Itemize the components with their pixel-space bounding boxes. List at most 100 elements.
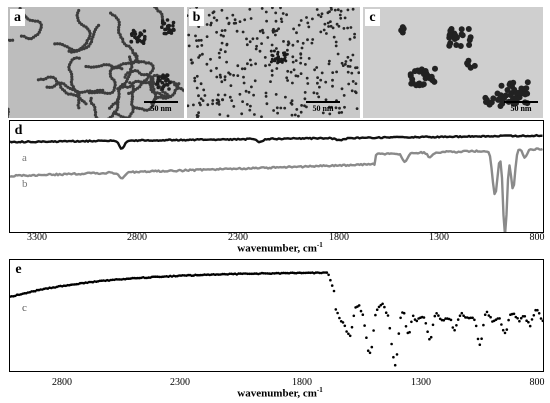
spectrum-point-c — [458, 314, 462, 317]
nanoparticle — [336, 8, 340, 12]
nanoparticle — [93, 89, 97, 93]
nanoparticle — [198, 54, 202, 57]
nanoparticle — [117, 89, 121, 93]
nanoparticle — [126, 71, 130, 75]
nanoparticle — [11, 38, 15, 42]
spectrum-point-c — [455, 324, 458, 327]
nanoparticle-aggregate — [467, 34, 474, 41]
nanoparticle — [343, 16, 347, 20]
nanoparticle — [62, 82, 66, 86]
nanoparticle — [291, 55, 295, 59]
nanoparticle-aggregate — [447, 40, 454, 47]
nanoparticle — [139, 60, 143, 64]
nanoparticle — [76, 103, 80, 107]
nanoparticle — [339, 16, 343, 20]
nanoparticle — [225, 60, 228, 64]
tem-panel-a: a 50 nm — [8, 7, 184, 118]
nanoparticle-cluster — [142, 29, 147, 33]
nanoparticle — [128, 55, 132, 59]
nanoparticle — [286, 43, 290, 47]
nanoparticle — [244, 89, 248, 93]
nanoparticle — [77, 101, 81, 105]
nanoparticle — [131, 61, 136, 65]
nanoparticle — [338, 106, 341, 110]
x-tick-d-800: 800 — [529, 232, 545, 243]
spectrum-point-c — [514, 315, 518, 319]
nanoparticle — [286, 79, 289, 82]
nanoparticle — [286, 48, 289, 52]
nanoparticle — [306, 21, 310, 25]
nanoparticle — [127, 91, 131, 95]
nanoparticle — [247, 90, 251, 94]
spectrum-point-c — [471, 316, 474, 320]
nanoparticle — [206, 103, 210, 107]
nanoparticle — [322, 28, 326, 32]
x-tick-e-1300: 1300 — [411, 377, 431, 388]
spectrum-point-c — [365, 336, 368, 339]
nanoparticle — [269, 80, 272, 83]
nanoparticle-aggregate — [407, 72, 414, 79]
nanoparticle-cluster — [160, 75, 164, 79]
nanoparticle — [331, 71, 335, 74]
nanoparticle — [38, 28, 42, 32]
nanoparticle — [59, 85, 63, 89]
nanoparticle — [117, 92, 121, 96]
nanoparticle — [24, 36, 28, 40]
nanoparticle — [193, 76, 197, 80]
nanoparticle — [128, 57, 132, 62]
nanoparticle — [340, 111, 344, 114]
nanoparticle — [76, 11, 80, 15]
spectrum-point-c — [453, 328, 456, 332]
nanoparticle — [116, 100, 120, 104]
nanoparticle — [27, 37, 31, 41]
nanoparticle — [8, 110, 10, 114]
spectrum-point-c — [302, 271, 305, 275]
nanoparticle — [317, 95, 321, 99]
spectrum-point-c — [39, 288, 42, 291]
nanoparticle — [354, 66, 357, 70]
nanoparticle — [196, 45, 199, 48]
nanoparticle — [232, 105, 236, 108]
nanoparticle-aggregate — [452, 32, 459, 39]
nanoparticle — [88, 34, 92, 38]
nanoparticle — [149, 77, 153, 81]
spectrum-point-c — [330, 284, 334, 287]
spectrum-point-c — [437, 314, 440, 317]
nanoparticle — [195, 74, 199, 78]
nanoparticle — [130, 65, 134, 69]
nanoparticle — [320, 71, 324, 75]
spectrum-point-c — [500, 323, 503, 326]
nanoparticle-aggregate — [521, 85, 528, 92]
nanoparticle — [351, 80, 355, 83]
x-axis-title-e: wavenumber, cm-1 — [237, 386, 323, 400]
nanoparticle — [331, 78, 334, 82]
nanoparticle — [225, 16, 229, 20]
nanoparticle — [139, 80, 143, 84]
nanoparticle-cluster — [165, 77, 170, 82]
spectrum-point-c — [345, 330, 348, 333]
nanoparticle — [260, 7, 264, 10]
spectrum-point-c — [359, 309, 363, 313]
spectrum-point-c — [152, 275, 156, 278]
nanoparticle — [299, 52, 303, 56]
nanoparticle — [151, 64, 155, 68]
nanoparticle — [149, 85, 153, 89]
nanoparticle-aggregate — [464, 60, 471, 67]
nanoparticle — [117, 95, 121, 99]
nanoparticle — [90, 90, 95, 94]
nanoparticle — [8, 38, 12, 42]
nanoparticle — [292, 27, 295, 31]
nanoparticle — [53, 42, 57, 46]
spectrum-point-c — [363, 324, 366, 327]
nanoparticle — [161, 96, 165, 100]
spectrum-point-c — [451, 326, 455, 329]
nanoparticle — [276, 111, 279, 115]
nanoparticle — [323, 22, 327, 26]
spectrum-point-c — [489, 315, 492, 319]
nanoparticle — [70, 75, 74, 79]
spectrum-point-c — [384, 311, 388, 314]
nanoparticle — [160, 15, 164, 19]
spectrum-point-c — [377, 305, 381, 309]
nanoparticle — [279, 7, 282, 10]
nanoparticle-cluster — [272, 49, 276, 53]
